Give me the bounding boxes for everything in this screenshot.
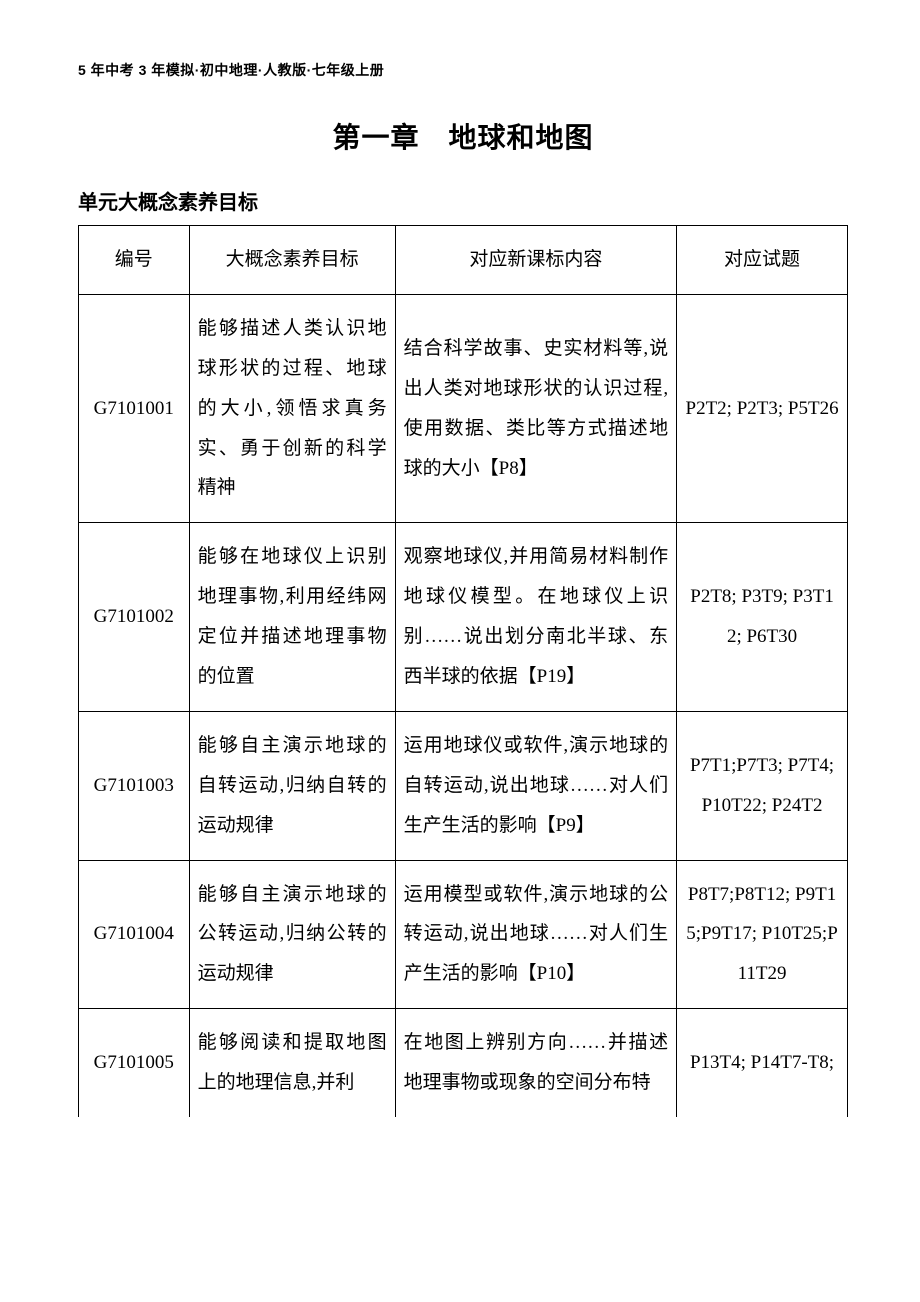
- col-header-items: 对应试题: [677, 226, 848, 295]
- cell-id: G7101005: [79, 1009, 190, 1117]
- objectives-table: 编号 大概念素养目标 对应新课标内容 对应试题 G7101001能够描述人类认识…: [78, 225, 848, 1117]
- cell-goal: 能够自主演示地球的公转运动,归纳公转的运动规律: [189, 860, 395, 1009]
- table-header-row: 编号 大概念素养目标 对应新课标内容 对应试题: [79, 226, 848, 295]
- col-header-standard: 对应新课标内容: [395, 226, 676, 295]
- document-page: 5 年中考 3 年模拟·初中地理·人教版·七年级上册 第一章 地球和地图 单元大…: [0, 0, 920, 1157]
- cell-standard: 结合科学故事、史实材料等,说出人类对地球形状的认识过程,使用数据、类比等方式描述…: [395, 294, 676, 522]
- chapter-title: 第一章 地球和地图: [78, 116, 848, 156]
- col-header-goal: 大概念素养目标: [189, 226, 395, 295]
- cell-standard: 观察地球仪,并用简易材料制作地球仪模型。在地球仪上识别……说出划分南北半球、东西…: [395, 523, 676, 712]
- cell-goal: 能够描述人类认识地球形状的过程、地球的大小,领悟求真务实、勇于创新的科学精神: [189, 294, 395, 522]
- cell-items: P8T7;P8T12; P9T15;P9T17; P10T25;P11T29: [677, 860, 848, 1009]
- cell-id: G7101001: [79, 294, 190, 522]
- table-row: G7101005能够阅读和提取地图上的地理信息,并利在地图上辨别方向……并描述地…: [79, 1009, 848, 1117]
- cell-id: G7101003: [79, 711, 190, 860]
- table-row: G7101003能够自主演示地球的自转运动,归纳自转的运动规律运用地球仪或软件,…: [79, 711, 848, 860]
- table-row: G7101001能够描述人类认识地球形状的过程、地球的大小,领悟求真务实、勇于创…: [79, 294, 848, 522]
- cell-items: P13T4; P14T7-T8;: [677, 1009, 848, 1117]
- table-row: G7101002能够在地球仪上识别地理事物,利用经纬网定位并描述地理事物的位置观…: [79, 523, 848, 712]
- cell-standard: 在地图上辨别方向……并描述地理事物或现象的空间分布特: [395, 1009, 676, 1117]
- cell-items: P2T2; P2T3; P5T26: [677, 294, 848, 522]
- cell-standard: 运用模型或软件,演示地球的公转运动,说出地球……对人们生产生活的影响【P10】: [395, 860, 676, 1009]
- cell-id: G7101002: [79, 523, 190, 712]
- section-heading: 单元大概念素养目标: [78, 186, 848, 215]
- cell-id: G7101004: [79, 860, 190, 1009]
- cell-items: P2T8; P3T9; P3T12; P6T30: [677, 523, 848, 712]
- cell-items: P7T1;P7T3; P7T4;P10T22; P24T2: [677, 711, 848, 860]
- table-row: G7101004能够自主演示地球的公转运动,归纳公转的运动规律运用模型或软件,演…: [79, 860, 848, 1009]
- cell-goal: 能够自主演示地球的自转运动,归纳自转的运动规律: [189, 711, 395, 860]
- objectives-tbody: G7101001能够描述人类认识地球形状的过程、地球的大小,领悟求真务实、勇于创…: [79, 294, 848, 1117]
- col-header-id: 编号: [79, 226, 190, 295]
- cell-goal: 能够在地球仪上识别地理事物,利用经纬网定位并描述地理事物的位置: [189, 523, 395, 712]
- cell-goal: 能够阅读和提取地图上的地理信息,并利: [189, 1009, 395, 1117]
- running-header: 5 年中考 3 年模拟·初中地理·人教版·七年级上册: [78, 60, 848, 80]
- cell-standard: 运用地球仪或软件,演示地球的自转运动,说出地球……对人们生产生活的影响【P9】: [395, 711, 676, 860]
